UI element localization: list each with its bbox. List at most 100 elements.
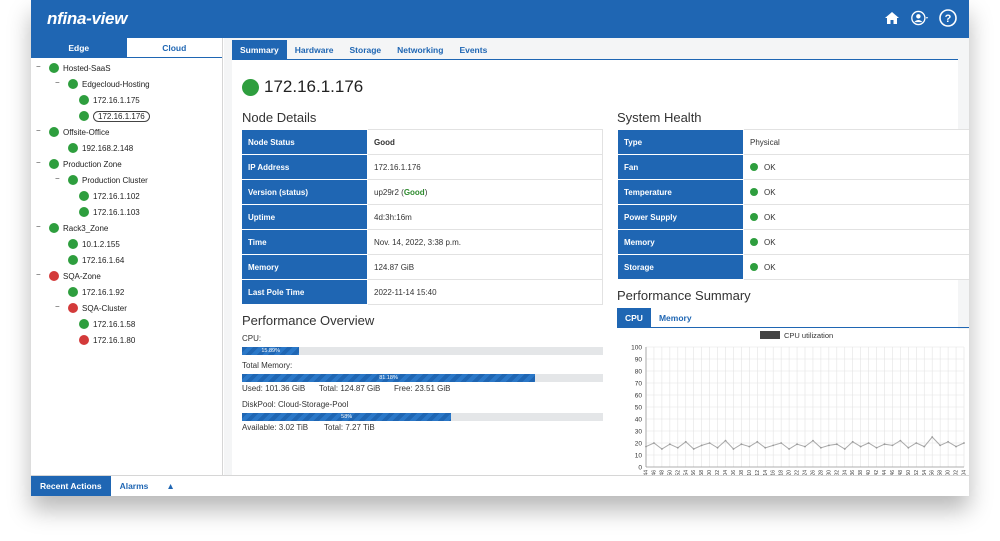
- tree-item-node-172-16-1-103[interactable]: 172.16.1.103: [79, 205, 140, 219]
- diskpool-total: Total: 7.27 TiB: [324, 423, 375, 432]
- temperature-key: Temperature: [617, 179, 744, 205]
- x-tick-label: 17:02: [954, 470, 960, 476]
- y-tick-label: 70: [635, 381, 643, 388]
- tree-item-node-172-16-1-92[interactable]: 172.16.1.92: [68, 285, 124, 299]
- cpu-data-point: [883, 443, 886, 446]
- tab-hardware[interactable]: Hardware: [294, 44, 334, 55]
- tree-item-label: 172.16.1.103: [93, 207, 140, 217]
- tab-cloud[interactable]: Cloud: [126, 38, 222, 58]
- collapse-toggle-icon[interactable]: −: [55, 302, 60, 311]
- y-tick-label: 40: [635, 417, 643, 424]
- memory-free: Free: 23.51 GiB: [394, 384, 451, 393]
- tab-summary[interactable]: Summary: [232, 40, 287, 59]
- tree-item-label: Production Cluster: [82, 175, 148, 185]
- cpu-data-point: [939, 444, 942, 447]
- x-tick-label: 16:58: [938, 470, 944, 476]
- main-tabs: Summary Hardware Storage Networking Even…: [232, 40, 495, 59]
- memory-value: 124.87 GiB: [367, 254, 603, 280]
- x-tick-label: 15:46: [651, 470, 657, 476]
- status-dot-icon: [750, 163, 758, 172]
- x-tick-label: 15:56: [691, 470, 697, 476]
- cpu-label: CPU:: [242, 334, 262, 343]
- tree-item-label: Production Zone: [63, 159, 122, 169]
- collapse-toggle-icon[interactable]: −: [36, 270, 41, 279]
- y-tick-label: 100: [631, 345, 642, 352]
- cpu-data-point: [788, 448, 790, 450]
- collapse-toggle-icon[interactable]: −: [36, 62, 41, 71]
- power-supply-value: OK: [743, 204, 969, 230]
- tree-item-cluster-sqa[interactable]: SQA-Cluster: [68, 301, 127, 315]
- collapse-toggle-icon[interactable]: −: [36, 222, 41, 231]
- tab-events[interactable]: Events: [459, 44, 488, 55]
- tab-alarms[interactable]: Alarms: [119, 481, 149, 491]
- tree-item-cluster-production[interactable]: Production Cluster: [68, 173, 148, 187]
- top-bar: nfina-view ?: [31, 0, 969, 38]
- tree-item-node-192-168-2-148[interactable]: 192.168.2.148: [68, 141, 133, 155]
- storage-health-status: OK: [764, 262, 776, 272]
- tab-cpu[interactable]: CPU: [617, 308, 651, 327]
- tab-networking[interactable]: Networking: [397, 44, 444, 55]
- collapse-toggle-icon[interactable]: −: [36, 158, 41, 167]
- memory-key: Memory: [241, 254, 368, 280]
- ok-status-icon: [68, 79, 78, 89]
- cpu-data-point: [756, 440, 759, 443]
- status-dot-icon: [750, 238, 758, 247]
- tree-item-label: 172.16.1.64: [82, 255, 125, 265]
- memory-total: Total: 124.87 GiB: [319, 384, 381, 393]
- cpu-data-point: [780, 442, 783, 444]
- node-details-title: Node Details: [242, 110, 317, 125]
- legend-label: CPU utilization: [784, 331, 833, 340]
- x-tick-label: 16:30: [826, 470, 832, 476]
- tree-item-zone-rack3[interactable]: Rack3_Zone: [49, 221, 108, 235]
- diskpool-available: Available: 3.02 TiB: [242, 423, 309, 432]
- x-tick-label: 16:52: [914, 470, 920, 476]
- ip-address-key: IP Address: [241, 154, 368, 180]
- table-row: Type Physical: [617, 129, 969, 155]
- cpu-data-point: [931, 436, 934, 438]
- top-icons: ?: [883, 9, 957, 27]
- summary-content: 172.16.1.176 Node Details Node Status Goo…: [232, 59, 969, 476]
- tab-memory[interactable]: Memory: [658, 312, 692, 323]
- cpu-data-point: [907, 446, 910, 449]
- tree-item-node-172-16-1-80[interactable]: 172.16.1.80: [79, 333, 135, 347]
- help-icon[interactable]: ?: [939, 9, 957, 27]
- collapse-toggle-icon[interactable]: −: [36, 126, 41, 135]
- storage-health-value: OK: [743, 254, 969, 280]
- x-tick-label: 16:14: [763, 470, 769, 476]
- tab-storage[interactable]: Storage: [349, 44, 382, 55]
- tree-item-node-172-16-1-175[interactable]: 172.16.1.175: [79, 93, 140, 107]
- collapse-toggle-icon[interactable]: −: [55, 78, 60, 87]
- tree-item-zone-production[interactable]: Production Zone: [49, 157, 122, 171]
- temperature-value: OK: [743, 179, 969, 205]
- tab-recent-actions[interactable]: Recent Actions: [31, 476, 111, 496]
- tree-item-label: Rack3_Zone: [63, 223, 109, 233]
- collapse-toggle-icon[interactable]: −: [55, 174, 60, 183]
- node-status-key: Node Status: [241, 129, 368, 155]
- tree-item-zone-offsite-office[interactable]: Offsite-Office: [49, 125, 109, 139]
- cpu-data-point: [891, 444, 894, 447]
- system-health-table: Type Physical Fan OK Temperature OK Power S…: [617, 129, 969, 280]
- tree-item-node-172-16-1-64[interactable]: 172.16.1.64: [68, 253, 124, 267]
- tab-edge[interactable]: Edge: [31, 38, 127, 58]
- tree-item-label: 10.1.2.155: [82, 239, 120, 249]
- cpu-data-point: [732, 448, 735, 450]
- node-status-value: Good: [367, 129, 603, 155]
- x-tick-label: 16:08: [739, 470, 745, 476]
- server-status-icon: [242, 78, 259, 96]
- tree-item-cluster-edgecloud-hosting[interactable]: Edgecloud-Hosting: [68, 77, 150, 91]
- app-window: nfina-view ? Edge Cloud − Hosted-SaaS − Edg…: [31, 0, 969, 496]
- user-icon[interactable]: [911, 9, 929, 27]
- cpu-data-point: [820, 446, 822, 449]
- expand-panel-icon[interactable]: ▲: [166, 481, 175, 491]
- tree-item-node-172-16-1-102[interactable]: 172.16.1.102: [79, 189, 140, 203]
- tree-item-node-172-16-1-176[interactable]: 172.16.1.176: [79, 109, 150, 123]
- x-tick-label: 15:52: [675, 470, 681, 476]
- ok-status-icon: [49, 223, 59, 233]
- home-icon[interactable]: [883, 9, 901, 27]
- tree-item-zone-hosted-saas[interactable]: Hosted-SaaS: [49, 61, 111, 75]
- tree-item-node-172-16-1-58[interactable]: 172.16.1.58: [79, 317, 135, 331]
- cpu-data-point: [955, 445, 957, 448]
- tree-item-node-10-1-2-155[interactable]: 10.1.2.155: [68, 237, 120, 251]
- table-row: Last Pole Time 2022-11-14 15:40: [241, 279, 603, 305]
- tree-item-zone-sqa[interactable]: SQA-Zone: [49, 269, 101, 283]
